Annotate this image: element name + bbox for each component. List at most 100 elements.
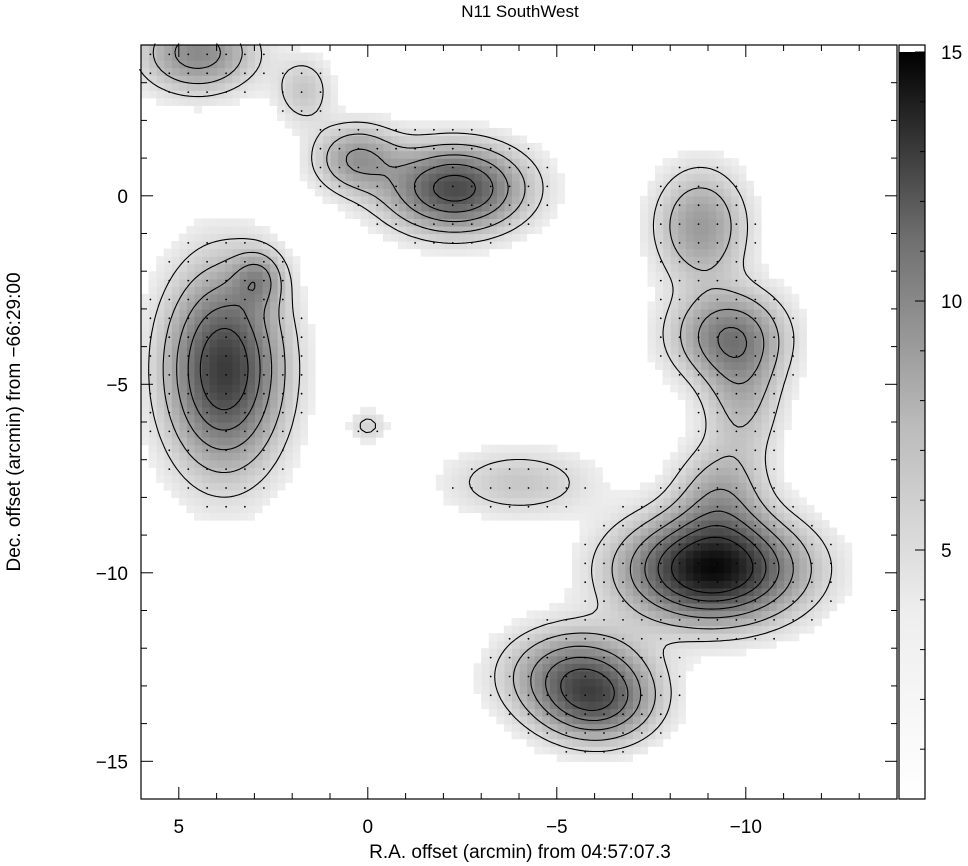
- map-cell: [670, 331, 679, 340]
- map-cell: [692, 301, 702, 310]
- map-cell: [617, 723, 626, 732]
- map-cell: [655, 301, 664, 310]
- map-cell: [745, 489, 754, 498]
- map-cell: [594, 489, 603, 498]
- map-cell: [246, 467, 255, 476]
- map-cell: [292, 120, 301, 129]
- map-cell: [738, 625, 747, 634]
- observed-dot: [546, 713, 549, 716]
- map-cell: [783, 542, 792, 551]
- map-cell: [534, 158, 543, 167]
- observed-dot: [300, 72, 303, 75]
- observed-dot: [357, 430, 360, 433]
- map-cell: [821, 520, 830, 529]
- map-cell: [526, 610, 535, 619]
- map-cell: [700, 225, 709, 235]
- map-cell: [745, 271, 754, 280]
- observed-dot: [565, 468, 568, 470]
- map-cell: [730, 482, 739, 491]
- map-cell: [632, 618, 641, 627]
- observed-dot: [565, 732, 568, 734]
- map-cell: [715, 580, 724, 589]
- map-cell: [503, 241, 513, 250]
- map-cell: [587, 655, 596, 664]
- map-cell: [466, 173, 475, 182]
- map-cell: [639, 195, 649, 204]
- observed-dot: [640, 713, 643, 716]
- map-cell: [783, 354, 792, 363]
- map-cell: [330, 135, 339, 144]
- map-cell: [564, 708, 573, 717]
- map-cell: [458, 474, 467, 483]
- map-cell: [579, 459, 588, 468]
- map-cell: [481, 678, 490, 687]
- map-cell: [647, 595, 656, 604]
- map-cell: [677, 437, 686, 446]
- map-cell: [715, 595, 724, 604]
- map-cell: [337, 180, 346, 189]
- map-cell: [186, 263, 195, 272]
- map-cell: [806, 595, 815, 604]
- map-cell: [692, 535, 702, 544]
- map-cell: [791, 535, 800, 544]
- map-cell: [141, 323, 150, 333]
- map-cell: [685, 225, 694, 235]
- map-cell: [481, 489, 490, 498]
- observed-dot: [622, 656, 624, 659]
- map-cell: [647, 587, 656, 597]
- map-cell: [193, 459, 203, 468]
- map-cell: [685, 429, 694, 438]
- map-cell: [617, 663, 626, 672]
- map-cell: [503, 723, 513, 732]
- map-cell: [708, 271, 717, 280]
- map-cell: [768, 323, 777, 333]
- map-cell: [216, 263, 225, 272]
- map-cell: [224, 369, 233, 378]
- observed-dot: [773, 374, 775, 376]
- map-cell: [768, 527, 777, 536]
- map-cell: [277, 361, 286, 370]
- map-cell: [700, 437, 709, 446]
- map-cell: [813, 595, 822, 604]
- map-cell: [745, 248, 754, 257]
- map-cell: [730, 354, 739, 363]
- map-cell: [269, 323, 278, 333]
- map-cell: [284, 82, 293, 91]
- map-cell: [579, 504, 588, 514]
- map-cell: [526, 708, 535, 717]
- map-cell: [602, 640, 611, 649]
- map-cell: [216, 369, 225, 378]
- map-cell: [466, 225, 475, 235]
- map-cell: [738, 165, 747, 174]
- map-cell: [617, 572, 626, 581]
- map-cell: [398, 188, 407, 197]
- map-cell: [738, 520, 747, 529]
- map-cell: [231, 384, 240, 393]
- map-cell: [692, 293, 702, 302]
- map-cell: [670, 633, 679, 642]
- map-cell: [587, 512, 596, 521]
- map-cell: [791, 565, 800, 574]
- map-cell: [647, 723, 656, 732]
- map-cell: [322, 143, 331, 152]
- map-cell: [307, 346, 316, 355]
- map-cell: [579, 678, 588, 687]
- map-cell: [269, 429, 278, 438]
- map-cell: [254, 406, 263, 416]
- map-cell: [677, 467, 686, 476]
- map-cell: [224, 82, 233, 91]
- map-cell: [186, 361, 195, 370]
- map-cell: [186, 97, 195, 106]
- observed-dot: [300, 355, 303, 357]
- map-cell: [647, 301, 656, 310]
- map-cell: [307, 339, 316, 348]
- map-cell: [609, 595, 618, 604]
- map-cell: [148, 459, 157, 468]
- map-cell: [269, 399, 278, 408]
- map-cell: [677, 474, 686, 483]
- map-cell: [745, 301, 754, 310]
- map-cell: [375, 158, 384, 167]
- map-cell: [519, 210, 528, 220]
- map-cell: [579, 535, 588, 544]
- map-cell: [186, 248, 195, 257]
